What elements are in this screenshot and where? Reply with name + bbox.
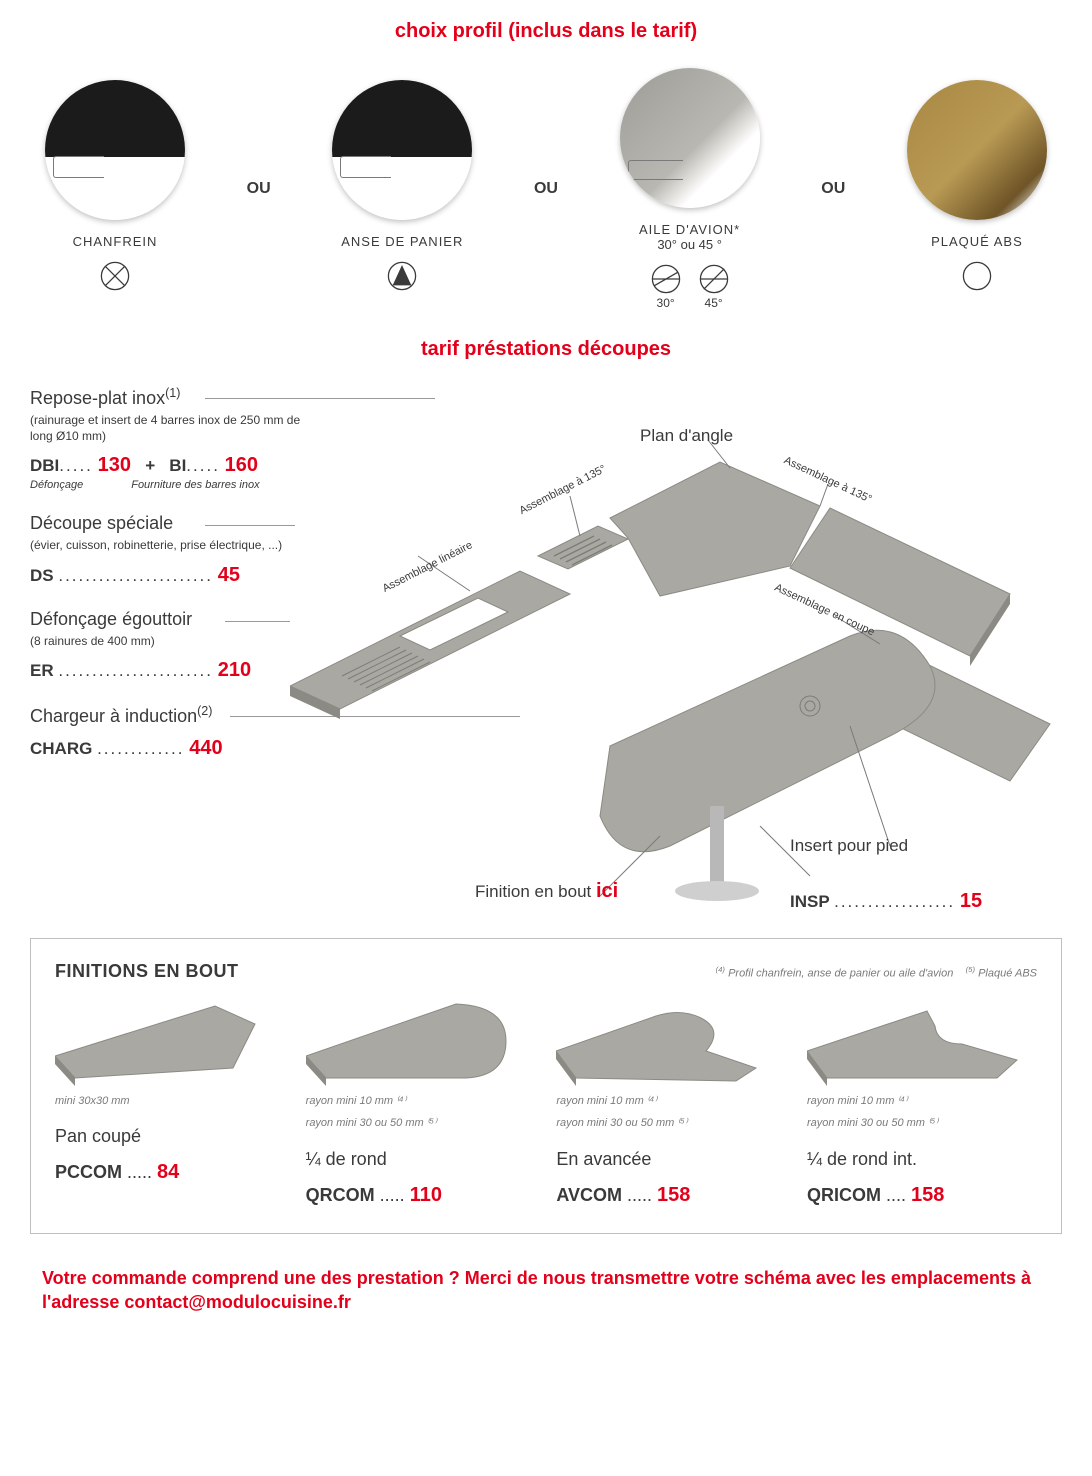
bottom-message: Votre commande comprend une des prestati…	[30, 1266, 1062, 1315]
profil-chanfrein: CHANFREIN	[30, 80, 200, 298]
egouttoir-sub: (8 rainures de 400 mm)	[30, 634, 320, 650]
ou-1: OU	[247, 180, 271, 198]
profil-aile: AILE D'AVION* 30° ou 45 ° 30° 45°	[605, 68, 775, 310]
label-plan-angle: Plan d'angle	[640, 426, 733, 446]
leader-repose	[205, 398, 435, 399]
shape-quart-rond	[306, 996, 536, 1086]
mark-anse-icon	[385, 259, 419, 298]
label-finition-bout: Finition en bout ici	[475, 880, 618, 903]
ou-3: OU	[821, 180, 845, 198]
fin-quart-rond-int: rayon mini 10 mm ⁽⁴⁾ rayon mini 30 ou 50…	[807, 996, 1037, 1207]
fin-pan-coupe: mini 30x30 mm Pan coupé PCCOM ..... 84	[55, 996, 285, 1207]
tarif-section: Repose-plat inox(1) (rainurage et insert…	[30, 386, 1062, 926]
fin-price-1: QRCOM ..... 110	[306, 1184, 536, 1207]
fin-price-3: QRICOM .... 158	[807, 1184, 1037, 1207]
shape-pan-coupe	[55, 996, 285, 1086]
profil-anse-label: ANSE DE PANIER	[341, 234, 463, 249]
profil-aile-sub: 30° ou 45 °	[657, 237, 722, 252]
fin-note-1a: rayon mini 10 mm ⁽⁴⁾	[306, 1094, 536, 1108]
block-egouttoir: Défonçage égouttoir (8 rainures de 400 m…	[30, 609, 320, 683]
countertop-diagram: Plan d'angle Assemblage à 135° Assemblag…	[290, 426, 1070, 946]
insp-price: INSP .................. 15	[790, 890, 982, 913]
fin-name-1: ¼ de rond	[306, 1149, 536, 1170]
decoupe-price: DS ....................... 45	[30, 564, 320, 587]
fin-note-1b: rayon mini 30 ou 50 mm ⁽⁵⁾	[306, 1116, 536, 1130]
profil-chanfrein-img	[45, 80, 185, 220]
profil-aile-img	[620, 68, 760, 208]
fin-name-3: ¼ de rond int.	[807, 1149, 1037, 1170]
fin-name-0: Pan coupé	[55, 1126, 285, 1147]
block-decoupe: Découpe spéciale (évier, cuisson, robine…	[30, 513, 320, 587]
repose-prices: DBI..... 130 + BI..... 160	[30, 454, 320, 477]
repose-sub: (rainurage et insert de 4 barres inox de…	[30, 413, 320, 444]
heading-profil: choix profil (inclus dans le tarif)	[30, 20, 1062, 43]
heading-tarif: tarif préstations découpes	[30, 338, 1062, 361]
mark-abs-icon	[960, 259, 994, 298]
fin-price-0: PCCOM ..... 84	[55, 1161, 285, 1184]
block-chargeur: Chargeur à induction(2) CHARG ..........…	[30, 704, 320, 760]
profil-aile-label: AILE D'AVION*	[639, 222, 740, 237]
mark-aile-pair: 30° 45°	[649, 262, 731, 310]
egouttoir-price: ER ....................... 210	[30, 659, 320, 682]
fin-note-3b: rayon mini 30 ou 50 mm ⁽⁵⁾	[807, 1116, 1037, 1130]
tarif-left-col: Repose-plat inox(1) (rainurage et insert…	[30, 386, 320, 782]
decoupe-sub: (évier, cuisson, robinetterie, prise éle…	[30, 538, 320, 554]
profil-abs-label: PLAQUÉ ABS	[931, 234, 1023, 249]
mark-chanfrein-icon	[98, 259, 132, 298]
ou-2: OU	[534, 180, 558, 198]
profil-row: CHANFREIN OU ANSE DE PANIER OU AILE D'AV…	[30, 68, 1062, 310]
fin-quart-rond: rayon mini 10 mm ⁽⁴⁾ rayon mini 30 ou 50…	[306, 996, 536, 1207]
profil-chanfrein-label: CHANFREIN	[73, 234, 158, 249]
finitions-title: FINITIONS EN BOUT	[55, 961, 239, 982]
leader-decoupe	[205, 525, 295, 526]
mark-45-label: 45°	[705, 296, 723, 310]
profil-anse: ANSE DE PANIER	[317, 80, 487, 298]
dbi-note: Défonçage	[30, 479, 83, 491]
finitions-row: mini 30x30 mm Pan coupé PCCOM ..... 84 r…	[55, 996, 1037, 1207]
fin-note-0a: mini 30x30 mm	[55, 1094, 285, 1108]
fin-note-2a: rayon mini 10 mm ⁽⁴⁾	[556, 1094, 786, 1108]
bi-note: Fourniture des barres inox	[131, 479, 259, 491]
fin-note-3a: rayon mini 10 mm ⁽⁴⁾	[807, 1094, 1037, 1108]
chargeur-price: CHARG ............. 440	[30, 737, 320, 760]
decoupe-title: Découpe spéciale	[30, 513, 320, 534]
finitions-box: FINITIONS EN BOUT (4) Profil chanfrein, …	[30, 938, 1062, 1234]
egouttoir-title: Défonçage égouttoir	[30, 609, 320, 630]
profil-abs: PLAQUÉ ABS	[892, 80, 1062, 298]
profil-abs-img	[907, 80, 1047, 220]
fin-note-2b: rayon mini 30 ou 50 mm ⁽⁵⁾	[556, 1116, 786, 1130]
profil-anse-img	[332, 80, 472, 220]
fin-avancee: rayon mini 10 mm ⁽⁴⁾ rayon mini 30 ou 50…	[556, 996, 786, 1207]
shape-quart-rond-int	[807, 996, 1037, 1086]
label-insert-pied: Insert pour pied	[790, 836, 908, 856]
mark-30-label: 30°	[657, 296, 675, 310]
leader-egouttoir	[225, 621, 290, 622]
block-repose: Repose-plat inox(1) (rainurage et insert…	[30, 386, 320, 491]
fin-name-2: En avancée	[556, 1149, 786, 1170]
fin-price-2: AVCOM ..... 158	[556, 1184, 786, 1207]
shape-avancee	[556, 996, 786, 1086]
finitions-footnotes: (4) Profil chanfrein, anse de panier ou …	[716, 965, 1037, 980]
